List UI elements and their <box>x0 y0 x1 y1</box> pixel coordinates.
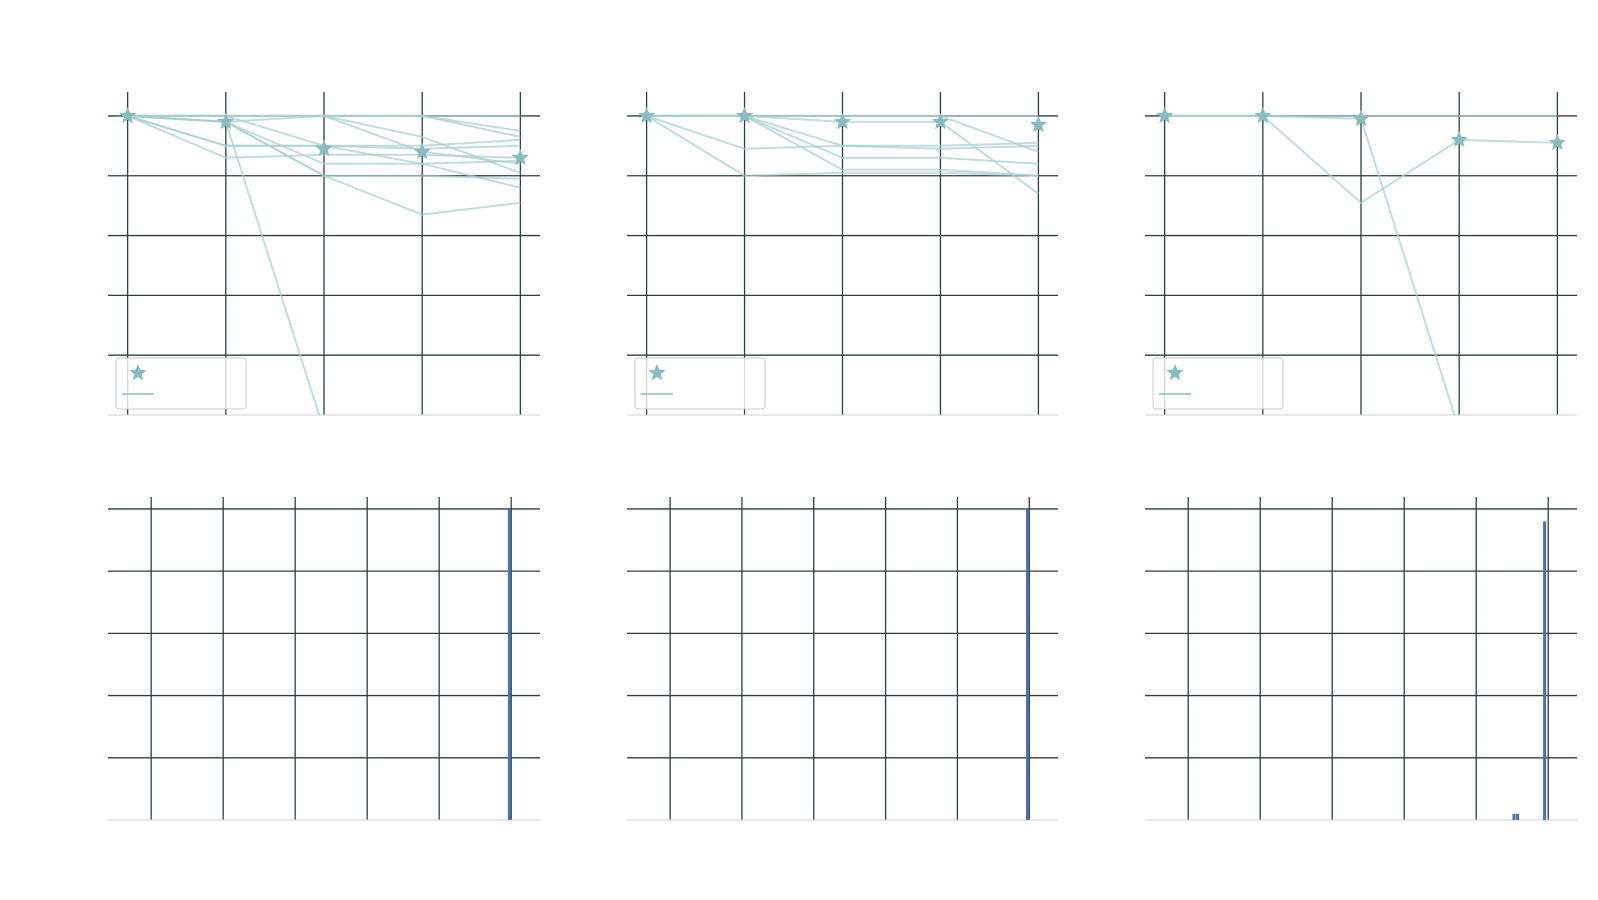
legend <box>115 357 247 410</box>
histogram-bar <box>1543 521 1547 820</box>
best-value-star-marker <box>1254 106 1272 124</box>
legend-box <box>634 357 766 410</box>
best-value-star-marker <box>413 142 431 160</box>
best-value-star-marker <box>1352 109 1370 127</box>
best-value-star-marker <box>1029 115 1047 133</box>
best-value-star-marker <box>931 112 949 130</box>
line-panel-top-right <box>1145 92 1577 416</box>
histogram-panel-bottom-left <box>108 497 540 821</box>
best-value-star-marker <box>511 148 529 166</box>
best-value-star-marker <box>638 106 656 124</box>
trial-series-line <box>127 114 521 165</box>
histogram-panel-bottom-right <box>1145 497 1577 821</box>
trial-series-line <box>1164 114 1456 415</box>
legend <box>1152 357 1284 410</box>
histogram-bar <box>507 509 511 820</box>
histogram-bar <box>1026 509 1029 820</box>
best-value-star-marker <box>315 139 333 157</box>
legend-box <box>115 357 247 410</box>
trial-series-line <box>127 114 521 174</box>
histogram-panel-bottom-middle <box>627 497 1058 821</box>
best-value-star-marker <box>1156 106 1174 124</box>
histogram-bar <box>1512 813 1516 820</box>
legend-star-icon <box>129 364 147 381</box>
trial-series-line <box>646 115 1039 177</box>
legend-star-icon <box>648 364 666 381</box>
best-value-star-marker <box>217 112 235 130</box>
legend-box <box>1152 357 1284 410</box>
best-value-star-marker <box>833 112 852 130</box>
best-value-star-marker <box>736 106 754 124</box>
best-value-star-marker <box>119 106 137 124</box>
line-panel-top-left <box>108 92 540 416</box>
legend-star-icon <box>1166 364 1184 381</box>
best-value-star-marker <box>1450 130 1468 148</box>
trial-series-line <box>646 114 1039 147</box>
legend <box>634 357 766 410</box>
histogram-bar <box>1516 813 1520 820</box>
line-panel-top-middle <box>627 92 1058 416</box>
best-value-star-marker <box>1548 133 1566 151</box>
